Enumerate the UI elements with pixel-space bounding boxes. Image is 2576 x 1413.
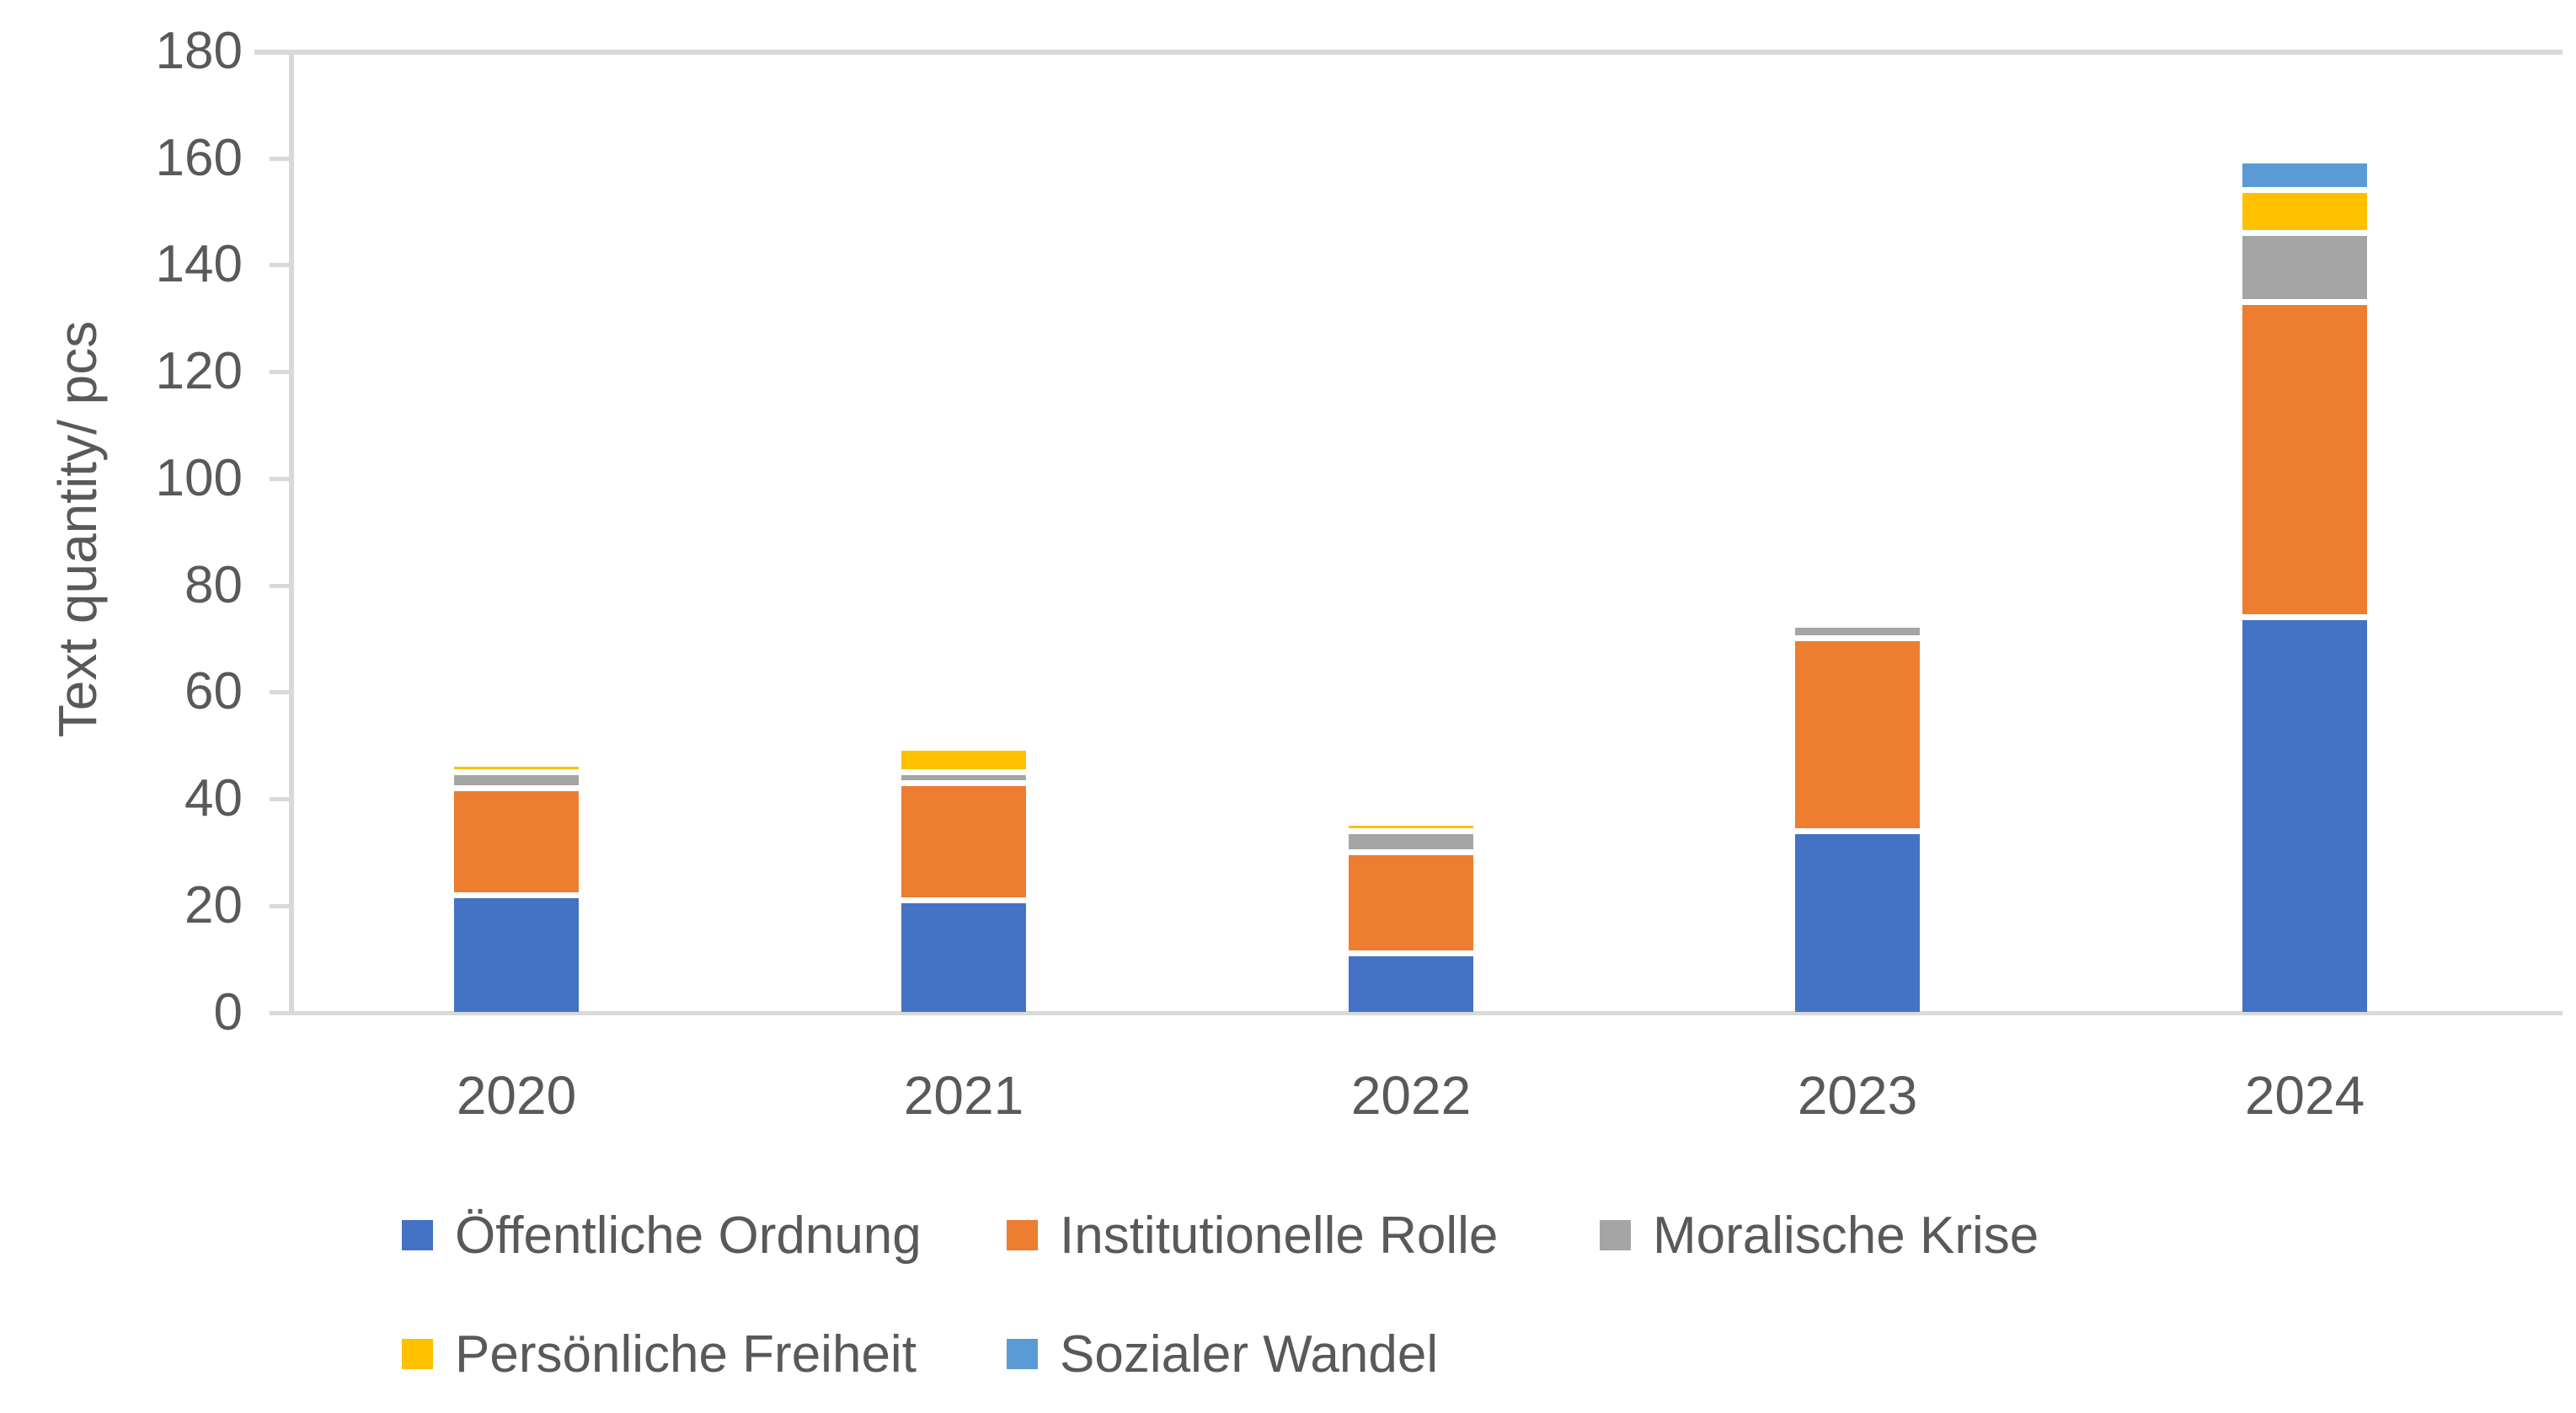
x-category-label-2024: 2024 [2244,1065,2365,1126]
y-tick-mark-140 [270,263,290,268]
bar-segment-2022-ffentliche-ordnung [1349,956,1473,1013]
legend-item-pers-nliche-freiheit: Persönliche Freiheit [402,1324,917,1384]
y-tick-mark-60 [270,690,290,695]
legend-label-ffentliche-ordnung: Öffentliche Ordnung [455,1206,922,1265]
bar-segment-2020-ffentliche-ordnung [454,897,579,1013]
y-tick-label-160: 160 [155,128,243,187]
plot-top-border [254,50,2563,55]
y-tick-label-140: 140 [155,235,243,294]
x-category-label-2021: 2021 [903,1065,1024,1126]
legend-item-sozialer-wandel: Sozialer Wandel [1007,1324,1438,1384]
x-category-label-2022: 2022 [1350,1065,1472,1126]
bar-segment-2024-moralische-krise [2242,235,2367,300]
legend-swatch-sozialer-wandel [1007,1339,1038,1369]
legend-item-institutionelle-rolle: Institutionelle Rolle [1007,1205,1498,1266]
y-tick-mark-80 [270,583,290,588]
legend-label-moralische-krise: Moralische Krise [1653,1206,2039,1265]
y-tick-label-0: 0 [213,982,243,1041]
bar-segment-2020-moralische-krise [454,774,579,785]
y-tick-mark-0 [270,1010,290,1015]
bar-segment-2023-institutionelle-rolle [1795,641,1920,828]
x-category-label-2023: 2023 [1797,1065,1918,1126]
y-tick-label-40: 40 [184,769,243,828]
bar-segment-2024-institutionelle-rolle [2242,305,2367,615]
y-tick-label-60: 60 [184,662,243,721]
bar-segment-2024-sozialer-wandel [2242,163,2367,188]
legend-label-institutionelle-rolle: Institutionelle Rolle [1060,1206,1499,1265]
legend-swatch-pers-nliche-freiheit [402,1339,433,1369]
bar-segment-2020-pers-nliche-freiheit [454,767,579,769]
y-tick-label-120: 120 [155,342,243,401]
bar-segment-2024-ffentliche-ordnung [2242,620,2367,1013]
bar-segment-2023-moralische-krise [1795,628,1920,636]
y-tick-mark-20 [270,903,290,908]
bar-segment-2021-moralische-krise [901,774,1026,780]
bar-segment-2022-institutionelle-rolle [1349,854,1473,951]
y-tick-label-100: 100 [155,448,243,507]
y-axis-line [289,51,294,1014]
y-tick-label-80: 80 [184,555,243,614]
bar-segment-2021-institutionelle-rolle [901,785,1026,897]
bar-segment-2021-pers-nliche-freiheit [901,751,1026,769]
bar-segment-2024-pers-nliche-freiheit [2242,193,2367,230]
y-tick-mark-180 [270,50,290,54]
x-category-label-2020: 2020 [456,1065,577,1126]
y-tick-mark-120 [270,370,290,375]
bar-segment-2022-pers-nliche-freiheit [1349,825,1473,828]
y-tick-mark-100 [270,476,290,481]
bar-segment-2023-ffentliche-ordnung [1795,833,1920,1013]
bar-segment-2022-moralische-krise [1349,833,1473,849]
y-tick-label-180: 180 [155,22,243,80]
legend-label-pers-nliche-freiheit: Persönliche Freiheit [455,1325,917,1384]
legend-swatch-ffentliche-ordnung [402,1220,433,1250]
bar-segment-2020-institutionelle-rolle [454,790,579,892]
y-tick-mark-160 [270,156,290,161]
legend-label-sozialer-wandel: Sozialer Wandel [1060,1325,1439,1384]
x-axis-line [271,1011,2563,1015]
legend-item-ffentliche-ordnung: Öffentliche Ordnung [402,1205,922,1266]
y-tick-label-20: 20 [184,875,243,934]
legend-swatch-institutionelle-rolle [1007,1220,1038,1250]
legend-swatch-moralische-krise [1600,1220,1631,1250]
legend-item-moralische-krise: Moralische Krise [1600,1205,2039,1266]
y-tick-mark-40 [270,797,290,802]
bar-segment-2021-ffentliche-ordnung [901,902,1026,1013]
